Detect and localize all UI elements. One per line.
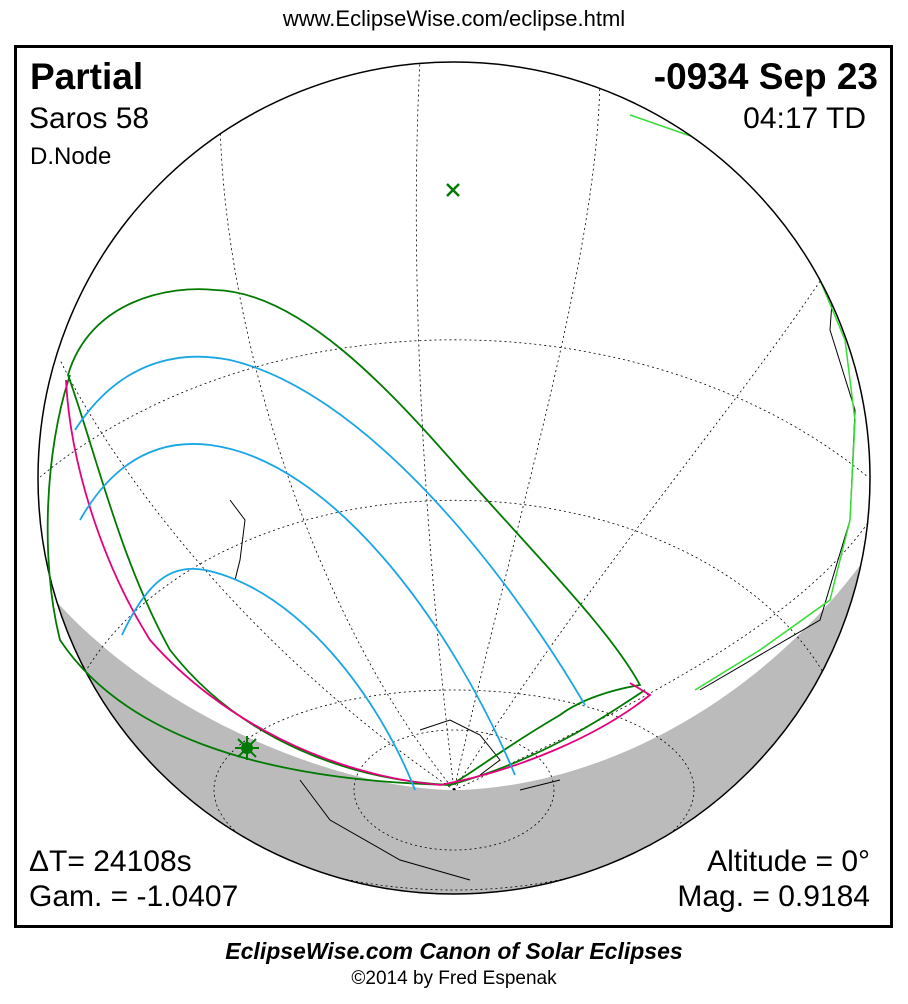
x-icon — [446, 183, 460, 197]
globe-outline — [37, 61, 871, 895]
coastline-highlight — [629, 114, 856, 691]
footer-copyright: ©2014 by Fred Espenak — [351, 968, 557, 989]
eclipse-time: 04:17 TD — [743, 102, 866, 135]
outer-limit-curve — [67, 288, 642, 786]
footer-title: EclipseWise.com Canon of Solar Eclipses — [225, 938, 683, 964]
map-frame — [14, 45, 893, 928]
node: D.Node — [30, 143, 112, 170]
magnitude: Mag. = 0.9184 — [677, 880, 870, 913]
eclipse-type: Partial — [30, 56, 144, 97]
gamma: Gam. = -1.0407 — [29, 880, 239, 913]
eclipse-date: -0934 Sep 23 — [653, 56, 878, 97]
altitude: Altitude = 0° — [707, 845, 870, 878]
penumbral-limit-curve — [46, 374, 646, 786]
coastline — [229, 499, 561, 881]
graticule — [39, 62, 870, 891]
delta-t: ΔT= 24108s — [29, 845, 192, 878]
magnitude-line — [121, 568, 416, 791]
source-url: www.EclipseWise.com/eclipse.html — [282, 6, 626, 31]
magnitude-line — [79, 443, 516, 776]
magnitude-line — [74, 355, 586, 706]
star-icon — [235, 736, 259, 760]
saros-number: Saros 58 — [29, 102, 150, 135]
night-shade — [38, 552, 870, 894]
rise-set-curve — [65, 379, 652, 786]
